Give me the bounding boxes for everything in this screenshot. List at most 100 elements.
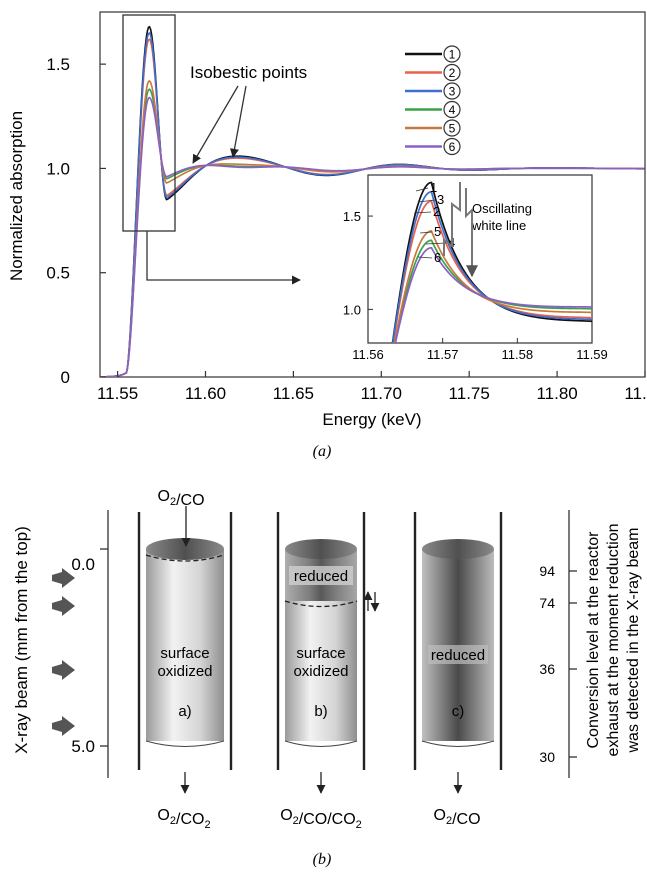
right-ticks: 94 74 36 30 <box>539 563 577 765</box>
oscillation-arrow <box>443 182 461 256</box>
legend-marker-2 <box>443 63 461 82</box>
main-series-6-line <box>100 96 645 377</box>
legend-label-6: 6 <box>449 140 456 154</box>
main-x-axis-label: Energy (keV) <box>322 410 421 429</box>
reactor-c-bottom <box>421 740 495 747</box>
legend-label-1: 1 <box>449 48 456 62</box>
reactor-a-bottom <box>145 740 225 747</box>
main-y-axis-label: Normalized absorption <box>7 111 26 281</box>
zoom-region-box <box>122 14 176 232</box>
inset-curve-leader-2 <box>413 211 432 214</box>
inset-x-tick-label-3: 11.59 <box>576 347 608 362</box>
reactor-b-outlet-label: O2/CO/CO2 <box>280 807 362 831</box>
left-axis-label: X-ray beam (mm from the top) <box>12 526 31 754</box>
reactor-a-letter: a) <box>178 703 191 720</box>
inset-y-tick-label-0: 1.0 <box>343 302 361 317</box>
inset-y-ticks: 1.0 1.5 <box>343 209 373 317</box>
inset-series-6-line <box>394 246 592 343</box>
inset-x-tick-label-0: 11.56 <box>352 347 384 362</box>
legend-marker-1 <box>443 45 461 63</box>
reactor-b: reduced surface oxidized b) O2/CO/CO2 <box>276 512 380 831</box>
inset-curve-leader-3 <box>417 199 436 203</box>
main-x-tick-label-5: 11.80 <box>536 384 577 403</box>
isobestic-points-label: Isobestic points <box>190 63 307 82</box>
reactor-b-body-line-1: surface <box>296 645 345 662</box>
right-axis-label-line-1: Conversion level at the reactor <box>585 531 602 749</box>
legend-marker-5 <box>443 119 461 137</box>
reactor-a: O2/CO surface oxidized a) O2/CO2 <box>137 488 233 831</box>
inset-curve-label-2: 2 <box>433 204 440 219</box>
inset-x-tick-label-1: 11.57 <box>427 347 459 362</box>
inset-y-tick-label-1: 1.5 <box>343 209 361 224</box>
reactor-a-outlet-label: O2/CO2 <box>157 807 210 831</box>
left-tick-label-5: 5.0 <box>71 737 95 756</box>
main-x-tick-label-6: 11.85 <box>624 384 647 403</box>
right-tick-label-30: 30 <box>539 749 555 765</box>
reactor-a-inlet-label: O2/CO <box>157 488 204 509</box>
inset-curve-leader-1 <box>415 187 429 192</box>
main-x-tick-label-3: 11.70 <box>361 384 402 403</box>
inset-x-ticks: 11.56 11.57 11.58 11.59 <box>352 338 608 362</box>
right-axis-label: Conversion level at the reactor exhaust … <box>585 523 642 756</box>
right-tick-label-94: 94 <box>539 563 555 579</box>
main-curves <box>100 25 645 377</box>
main-x-tick-label-0: 11.55 <box>97 384 138 403</box>
inset-curve-leader-5 <box>419 231 433 234</box>
reactor-c-label-bg <box>428 645 488 664</box>
legend-label-4: 4 <box>449 103 456 117</box>
inset-curve-label-1: 1 <box>430 180 437 195</box>
right-tick-label-74: 74 <box>539 595 555 611</box>
panel-b-caption: (b) <box>313 851 332 868</box>
reactor-panel: 0.0 5.0 X-ray beam (mm from the top) O2/… <box>12 488 642 868</box>
isobestic-arrow-2 <box>229 85 247 158</box>
inset-curve-leader-6 <box>417 256 433 259</box>
inset-curve-label-3: 3 <box>437 192 444 207</box>
reactor-b-front <box>284 600 358 608</box>
beam-arrow-4 <box>52 716 75 736</box>
zoom-pointer-arrow <box>146 231 301 285</box>
legend-label-3: 3 <box>449 85 456 99</box>
main-y-tick-label-1: 0.5 <box>46 264 70 283</box>
inset-curve-leader-4 <box>425 242 447 245</box>
left-tick-label-0: 0.0 <box>71 555 95 574</box>
legend-marker-6 <box>443 137 461 156</box>
right-tick-label-36: 36 <box>539 661 555 677</box>
inset-annotation-line-1: Oscillating <box>472 201 532 216</box>
reactor-b-body-line-2: oxidized <box>293 663 348 680</box>
main-y-ticks: 0 0.5 1.0 1.5 <box>46 55 106 387</box>
inset-x-tick-label-2: 11.58 <box>502 347 534 362</box>
inset-curves <box>391 181 592 343</box>
reactor-b-bottom <box>284 740 358 747</box>
reactor-c-body-line-1: reduced <box>431 647 485 664</box>
legend-label-2: 2 <box>449 66 456 80</box>
main-x-tick-label-4: 11.75 <box>449 384 490 403</box>
beam-arrow-2 <box>52 596 75 616</box>
main-y-tick-label-0: 0 <box>61 368 70 387</box>
main-x-tick-label-1: 11.60 <box>185 384 226 403</box>
panel-a-caption: (a) <box>313 443 332 460</box>
legend-label-5: 5 <box>449 122 456 136</box>
reactor-c-outlet-label: O2/CO <box>433 807 480 828</box>
right-axis-label-line-3: was detected in the X-ray beam <box>625 527 642 753</box>
inset-curve-label-6: 6 <box>434 250 441 265</box>
legend-marker-4 <box>443 100 461 119</box>
inset-annotation-line-2: white line <box>471 218 526 233</box>
main-y-tick-label-3: 1.5 <box>46 55 70 74</box>
reactor-c-top-surface <box>422 539 494 559</box>
inset-series-3-line <box>391 190 592 343</box>
reactor-c: reduced c) O2/CO <box>413 512 503 828</box>
reactor-b-zone-label: reduced <box>294 568 348 585</box>
right-axis-label-line-2: exhaust at the moment reduction <box>605 523 622 756</box>
main-x-ticks: 11.55 11.60 11.65 11.70 11.75 11.80 11.85 <box>97 371 647 403</box>
isobestic-arrow-1 <box>192 85 239 164</box>
inset-curve-label-5: 5 <box>434 224 441 239</box>
legend: 1 2 3 4 5 6 <box>405 45 461 156</box>
beam-arrow-3 <box>52 660 75 680</box>
legend-marker-3 <box>443 82 461 100</box>
beam-arrow-1 <box>52 568 75 588</box>
reactor-a-bed <box>146 549 224 741</box>
reactor-b-top-surface <box>285 539 357 559</box>
oscillation-arrow-main <box>465 188 478 278</box>
